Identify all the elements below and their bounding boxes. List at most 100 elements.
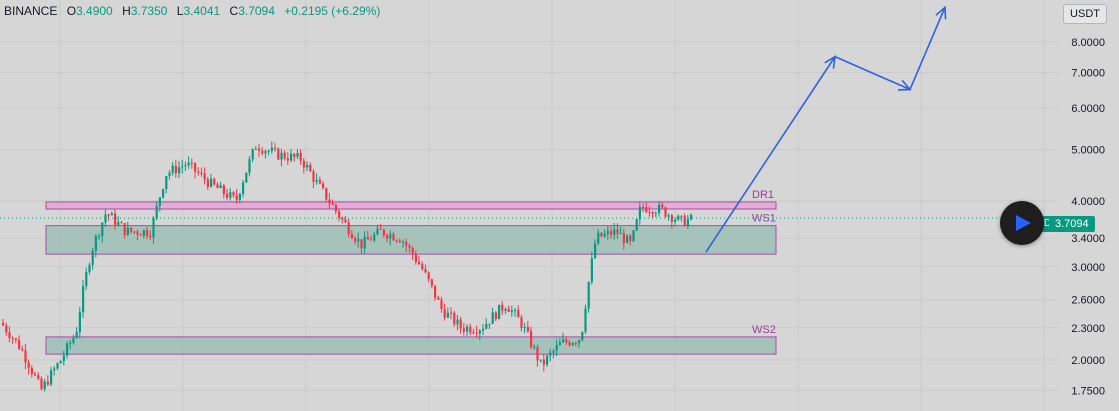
candle-body — [437, 297, 440, 300]
price-tick-label: 3.4000 — [1071, 233, 1105, 245]
candle-body — [680, 215, 683, 217]
candles-layer — [2, 141, 693, 392]
candle-body — [56, 363, 59, 369]
play-button[interactable] — [1000, 201, 1044, 245]
currency-button[interactable]: USDT — [1063, 4, 1107, 24]
candle-body — [683, 216, 686, 226]
candle-body — [539, 359, 542, 361]
candle-body — [366, 236, 369, 240]
candle-body — [296, 153, 299, 157]
candle-body — [421, 264, 424, 270]
candle-body — [360, 239, 363, 249]
candle-body — [21, 348, 24, 351]
candle-body — [446, 312, 449, 318]
candle-body — [110, 213, 113, 216]
candle-body — [494, 312, 497, 320]
candle-body — [347, 222, 350, 235]
candle-body — [248, 159, 251, 173]
candle-body — [229, 192, 232, 198]
candle-body — [174, 165, 177, 174]
price-tick-label: 8.0000 — [1071, 37, 1105, 49]
candle-body — [622, 233, 625, 244]
candle-body — [117, 222, 120, 225]
candle-body — [312, 171, 315, 182]
candle-body — [562, 339, 565, 343]
arrowhead — [824, 55, 837, 69]
candle-body — [226, 193, 229, 198]
candle-body — [635, 219, 638, 231]
zone-ws2 — [45, 336, 777, 355]
candle-body — [651, 212, 654, 215]
candle-body — [440, 299, 443, 310]
candle-body — [674, 219, 677, 222]
candle-body — [645, 207, 648, 213]
candle-body — [498, 304, 501, 320]
candle-body — [386, 235, 389, 239]
ohlc-legend: BINANCE O3.4900 H3.7350 L3.4041 C3.7094 … — [4, 4, 386, 18]
candle-body — [318, 179, 321, 184]
candle-body — [402, 241, 405, 243]
change-value: +0.2195 (+6.29%) — [284, 4, 381, 18]
candle-body — [555, 345, 558, 351]
candle-body — [581, 331, 584, 341]
candle-body — [350, 234, 353, 239]
zone-label-ws1: WS1 — [752, 213, 776, 225]
candle-body — [629, 235, 632, 241]
candle-body — [14, 338, 17, 340]
candle-body — [552, 350, 555, 353]
candle-body — [146, 230, 149, 236]
candle-body — [104, 214, 107, 223]
price-tick-label: 2.3000 — [1071, 323, 1105, 335]
candle-body — [667, 215, 670, 217]
candle-body — [286, 158, 289, 161]
candle-body — [114, 213, 117, 225]
price-axis[interactable]: 8.0000 7.0000 6.0000 5.0000 4.0000 3.4000 3.00… — [1060, 0, 1119, 411]
candle-body — [341, 217, 344, 220]
candle-body — [370, 239, 373, 241]
candle-body — [344, 219, 347, 223]
candle-body — [469, 326, 472, 333]
candle-body — [322, 183, 325, 188]
candle-body — [658, 204, 661, 214]
candle-body — [235, 195, 238, 200]
candle-body — [2, 322, 5, 326]
candle-body — [638, 206, 641, 220]
price-tick-label: 6.0000 — [1071, 103, 1105, 115]
candle-body — [187, 162, 190, 166]
candle-body — [424, 269, 427, 273]
candle-body — [398, 240, 401, 243]
candle-body — [46, 381, 49, 385]
open-value: 3.4900 — [76, 4, 113, 18]
candle-body — [338, 211, 341, 218]
candle-body — [165, 175, 168, 190]
chart-grid — [0, 0, 1060, 411]
candle-body — [120, 222, 123, 224]
candle-body — [462, 328, 465, 332]
candle-body — [642, 206, 645, 208]
candle-body — [578, 340, 581, 344]
close-value: 3.7094 — [238, 4, 275, 18]
candle-body — [315, 179, 318, 182]
candle-body — [517, 310, 520, 318]
candle-body — [82, 286, 85, 313]
candle-body — [482, 328, 485, 331]
candle-body — [293, 153, 296, 157]
candle-body — [232, 192, 235, 196]
low-label: L — [176, 4, 184, 18]
candle-body — [325, 187, 328, 200]
price-tag: 3.7094 — [1049, 216, 1095, 232]
candle-body — [126, 227, 129, 235]
candle-body — [395, 240, 398, 242]
candle-body — [168, 172, 171, 176]
candle-body — [613, 229, 616, 235]
candle-body — [533, 346, 536, 348]
candle-body — [376, 228, 379, 235]
candle-body — [453, 312, 456, 325]
candle-body — [514, 310, 517, 312]
candle-body — [78, 312, 81, 332]
candle-body — [24, 350, 27, 363]
candle-body — [162, 189, 165, 198]
candle-body — [277, 148, 280, 160]
candle-body — [632, 230, 635, 241]
